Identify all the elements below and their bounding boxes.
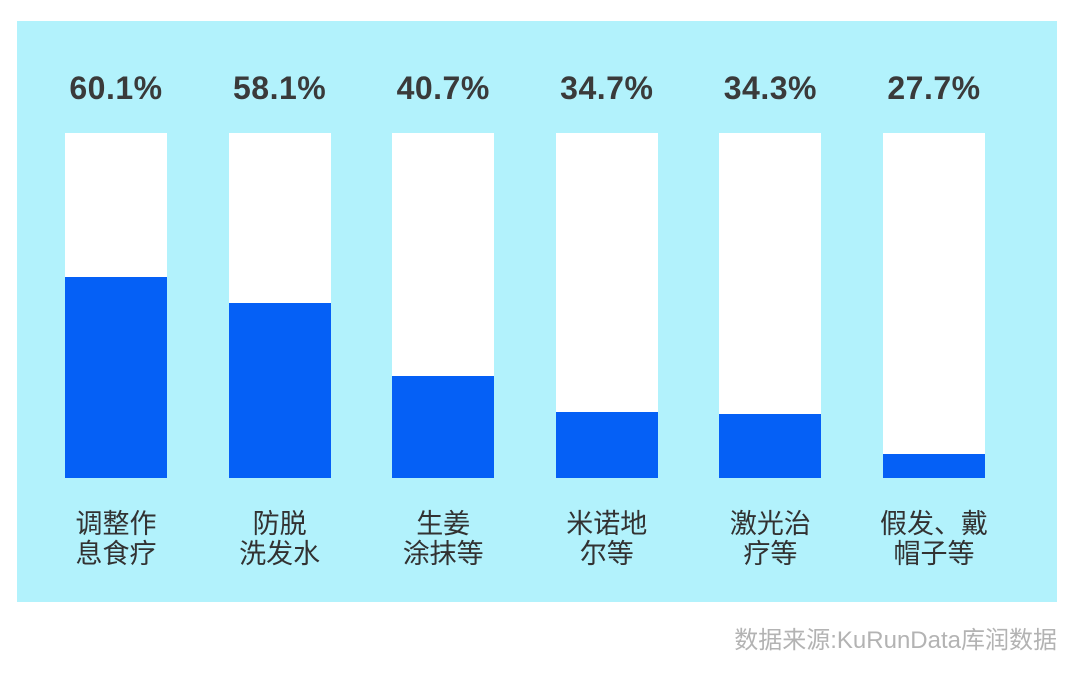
bar-category-label: 防脱 洗发水	[239, 509, 321, 569]
chart-panel: 60.1% 调整作 息食疗 58.1% 防脱 洗发水 40.7% 生姜 涂抹等 …	[17, 21, 1057, 602]
bar-value-label: 60.1%	[69, 70, 163, 106]
bar-category-label: 调整作 息食疗	[75, 509, 157, 569]
bar-track	[555, 133, 658, 478]
bar-fill	[882, 454, 985, 478]
source-note: 数据来源:KuRunData库润数据	[734, 627, 1057, 654]
bar-fill	[555, 412, 658, 478]
bar-fill	[65, 277, 167, 478]
bar-category-label: 生姜 涂抹等	[402, 509, 484, 569]
bar-column: 58.1% 防脱 洗发水	[228, 70, 331, 569]
bar-column: 34.3% 激光治 疗等	[719, 70, 822, 569]
bar-column: 34.7% 米诺地 尔等	[555, 70, 658, 569]
bar-value-label: 27.7%	[887, 70, 981, 106]
bar-fill	[392, 376, 495, 478]
bar-fill	[228, 303, 331, 478]
bar-chart: 60.1% 调整作 息食疗 58.1% 防脱 洗发水 40.7% 生姜 涂抹等 …	[17, 21, 1057, 569]
bar-column: 27.7% 假发、戴 帽子等	[880, 70, 988, 569]
bar-category-label: 假发、戴 帽子等	[879, 509, 988, 569]
bar-track	[882, 133, 985, 478]
bar-column: 60.1% 调整作 息食疗	[65, 70, 167, 569]
bar-category-label: 激光治 疗等	[729, 509, 811, 569]
bar-track	[392, 133, 495, 478]
bar-category-label: 米诺地 尔等	[566, 509, 648, 569]
bar-value-label: 40.7%	[396, 70, 490, 106]
bar-fill	[719, 414, 822, 478]
bar-track	[719, 133, 822, 478]
bar-column: 40.7% 生姜 涂抹等	[392, 70, 495, 569]
bar-value-label: 34.7%	[560, 70, 654, 106]
bar-track	[65, 133, 167, 478]
bar-value-label: 34.3%	[723, 70, 817, 106]
bar-track	[228, 133, 331, 478]
bar-value-label: 58.1%	[232, 70, 327, 106]
